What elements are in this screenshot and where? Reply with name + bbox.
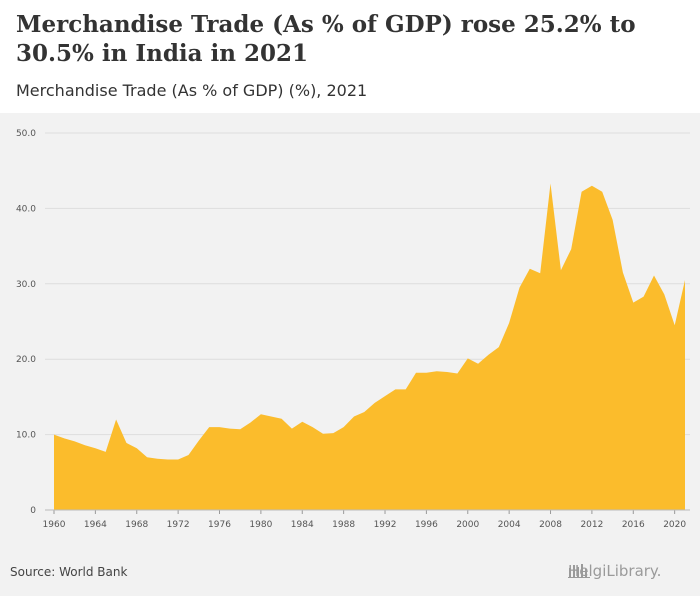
data-point[interactable] — [310, 425, 315, 430]
data-point[interactable] — [455, 371, 460, 376]
chart-subtitle: Merchandise Trade (As % of GDP) (%), 202… — [16, 81, 368, 100]
y-tick-label: 0 — [30, 506, 36, 516]
data-point[interactable] — [683, 278, 688, 283]
x-axis: 1960 1964 1968 1972 1976 1980 1984 1988 1992 1996… — [43, 509, 690, 530]
x-tick-label: 2008 — [539, 520, 562, 530]
x-tick-label: 1968 — [125, 520, 148, 530]
helgilibrary-logo: HelgiLibrary. — [568, 562, 661, 580]
data-point[interactable] — [93, 446, 98, 451]
logo-text: HelgiLibrary. — [568, 562, 662, 580]
data-point[interactable] — [589, 183, 594, 188]
data-point[interactable] — [341, 425, 346, 430]
data-point[interactable] — [362, 410, 367, 415]
data-point[interactable] — [124, 440, 129, 445]
data-point[interactable] — [227, 426, 232, 431]
data-point[interactable] — [217, 425, 222, 430]
data-point[interactable] — [52, 432, 57, 437]
data-point[interactable] — [538, 271, 543, 276]
data-point[interactable] — [641, 294, 646, 299]
data-point[interactable] — [72, 439, 77, 444]
data-point[interactable] — [517, 285, 522, 290]
data-point[interactable] — [196, 438, 201, 443]
data-point[interactable] — [321, 431, 326, 436]
data-point[interactable] — [496, 345, 501, 350]
data-point[interactable] — [403, 387, 408, 392]
x-tick-label: 2016 — [622, 520, 645, 530]
header: Merchandise Trade (As % of GDP) rose 25.… — [0, 0, 700, 113]
data-point[interactable] — [434, 369, 439, 374]
data-point[interactable] — [393, 387, 398, 392]
y-tick-label: 30.0 — [16, 280, 36, 290]
data-point[interactable] — [476, 361, 481, 366]
data-point[interactable] — [652, 273, 657, 278]
data-point[interactable] — [620, 270, 625, 275]
x-tick-label: 1988 — [332, 520, 355, 530]
data-point[interactable] — [62, 436, 67, 441]
x-tick-label: 1972 — [167, 520, 190, 530]
data-point[interactable] — [186, 453, 191, 458]
data-point[interactable] — [383, 394, 388, 399]
data-point[interactable] — [631, 300, 636, 305]
data-point[interactable] — [248, 420, 253, 425]
data-point[interactable] — [279, 416, 284, 421]
data-point[interactable] — [486, 352, 491, 357]
data-point[interactable] — [331, 431, 336, 436]
data-point[interactable] — [289, 426, 294, 431]
y-tick-label: 50.0 — [16, 129, 36, 139]
x-tick-label: 1976 — [208, 520, 231, 530]
library-icon — [568, 564, 590, 578]
x-tick-label: 1964 — [84, 520, 107, 530]
data-point[interactable] — [103, 449, 108, 454]
page-title: Merchandise Trade (As % of GDP) rose 25.… — [16, 11, 636, 67]
data-point[interactable] — [579, 189, 584, 194]
data-point[interactable] — [352, 414, 357, 419]
x-tick-label: 2004 — [498, 520, 521, 530]
data-point[interactable] — [176, 457, 181, 462]
x-tick-label: 1992 — [374, 520, 397, 530]
data-point[interactable] — [114, 417, 119, 422]
data-point[interactable] — [414, 370, 419, 375]
data-point[interactable] — [558, 268, 563, 273]
data-point[interactable] — [424, 370, 429, 375]
data-point[interactable] — [465, 356, 470, 361]
data-point[interactable] — [258, 412, 263, 417]
data-point[interactable] — [155, 456, 160, 461]
x-tick-label: 1980 — [249, 520, 272, 530]
x-tick-label: 2000 — [456, 520, 479, 530]
data-point[interactable] — [445, 370, 450, 375]
y-tick-label: 40.0 — [16, 204, 36, 214]
data-point[interactable] — [600, 189, 605, 194]
x-tick-label: 2020 — [663, 520, 686, 530]
data-point[interactable] — [238, 427, 243, 432]
data-point[interactable] — [548, 181, 553, 186]
y-tick-label: 20.0 — [16, 355, 36, 365]
data-point[interactable] — [300, 419, 305, 424]
y-tick-label: 10.0 — [16, 431, 36, 441]
data-point[interactable] — [207, 425, 212, 430]
data-point[interactable] — [372, 400, 377, 405]
data-point[interactable] — [610, 217, 615, 222]
x-tick-label: 1996 — [415, 520, 438, 530]
x-tick-label: 1960 — [43, 520, 66, 530]
data-point[interactable] — [569, 247, 574, 252]
area-series — [52, 181, 688, 510]
source-note: Source: World Bank — [10, 565, 128, 579]
data-point[interactable] — [662, 292, 667, 297]
area-fill — [54, 183, 685, 510]
data-point[interactable] — [134, 446, 139, 451]
y-axis: 0 10.0 20.0 30.0 40.0 50.0 — [16, 129, 36, 516]
data-point[interactable] — [83, 443, 88, 448]
data-point[interactable] — [672, 323, 677, 328]
data-point[interactable] — [145, 455, 150, 460]
data-point[interactable] — [527, 266, 532, 271]
data-point[interactable] — [165, 457, 170, 462]
data-point[interactable] — [507, 321, 512, 326]
x-tick-label: 2012 — [580, 520, 603, 530]
data-point[interactable] — [269, 414, 274, 419]
x-tick-label: 1984 — [291, 520, 314, 530]
